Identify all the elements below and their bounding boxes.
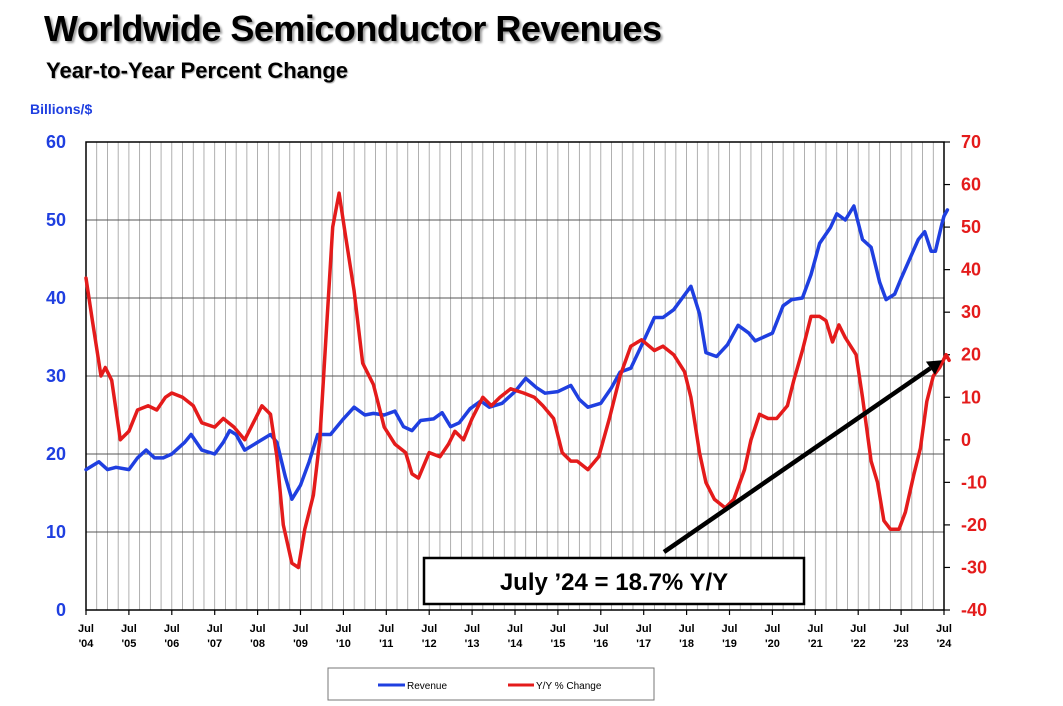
x-tick-month: Jul — [250, 623, 266, 635]
gridlines — [86, 141, 944, 611]
x-tick-month: Jul — [335, 623, 351, 635]
annotation: July ’24 = 18.7% Y/Y — [422, 360, 942, 606]
x-tick-year: '08 — [250, 638, 265, 650]
annotation-text: July ’24 = 18.7% Y/Y — [500, 569, 728, 596]
y-right-tick-label: 50 — [961, 217, 981, 237]
left-axis: 0 10 20 30 40 50 60 — [46, 132, 66, 620]
x-tick-month: Jul — [378, 623, 394, 635]
annotation-arrow — [662, 366, 932, 554]
x-tick-month: Jul — [164, 623, 180, 635]
y-right-tick-label: 30 — [961, 302, 981, 322]
chart-title: Worldwide Semiconductor Revenues — [44, 8, 662, 49]
y-right-tick-label: -20 — [961, 515, 987, 535]
x-tick-year: '05 — [121, 638, 136, 650]
x-tick-year: '21 — [808, 638, 823, 650]
revenue-series-line — [84, 204, 950, 501]
x-tick-month: Jul — [893, 623, 909, 635]
y-right-tick-label: -40 — [961, 600, 987, 620]
annotation-box — [422, 556, 806, 606]
x-tick-year: '11 — [379, 638, 393, 650]
annotation-arrow-head — [925, 360, 942, 375]
x-tick-year: '16 — [593, 638, 608, 650]
y-left-tick-label: 40 — [46, 288, 66, 308]
x-tick-year: '07 — [207, 638, 222, 650]
legend: Revenue Y/Y % Change — [327, 667, 655, 701]
x-tick-month: Jul — [207, 623, 223, 635]
y-left-tick-label: 60 — [46, 132, 66, 152]
y-left-tick-label: 10 — [46, 522, 66, 542]
x-tick-year: '15 — [550, 638, 565, 650]
y-right-tick-label: 0 — [961, 430, 971, 450]
x-tick-year: '04 — [79, 638, 95, 650]
x-tick-month: Jul — [593, 623, 609, 635]
x-tick-month: Jul — [507, 623, 523, 635]
y-right-tick-label: 70 — [961, 132, 981, 152]
y-left-tick-label: 30 — [46, 366, 66, 386]
x-tick-year: '20 — [765, 638, 780, 650]
x-tick-month: Jul — [722, 623, 738, 635]
x-tick-year: '06 — [164, 638, 179, 650]
legend-yoy-label: Y/Y % Change — [536, 681, 602, 692]
x-tick-year: '13 — [465, 638, 480, 650]
x-tick-year: '22 — [851, 638, 866, 650]
chart-subtitle: Year-to-Year Percent Change — [46, 58, 349, 83]
legend-box — [327, 667, 655, 701]
x-tick-month: Jul — [293, 623, 309, 635]
x-tick-month: Jul — [850, 623, 866, 635]
x-tick-month: Jul — [764, 623, 780, 635]
x-axis: Jul '04 Jul '05 Jul '06 Jul '07 Jul '08 Jul '09 Jul '… — [78, 610, 952, 650]
y-right-tick-label: 20 — [961, 345, 981, 365]
x-tick-year: '17 — [636, 638, 651, 650]
y-left-axis-title: Billions/$ — [30, 101, 92, 117]
x-tick-month: Jul — [78, 623, 94, 635]
y-left-tick-label: 20 — [46, 444, 66, 464]
x-tick-month: Jul — [464, 623, 480, 635]
y-left-tick-label: 50 — [46, 210, 66, 230]
legend-revenue-label: Revenue — [407, 681, 447, 692]
y-left-tick-label: 0 — [56, 600, 66, 620]
y-right-tick-label: -10 — [961, 472, 987, 492]
yoy-change-series-line — [84, 191, 951, 570]
y-right-tick-label: 60 — [961, 175, 981, 195]
x-tick-month: Jul — [550, 623, 566, 635]
x-tick-year: '14 — [508, 638, 524, 650]
x-tick-year: '09 — [293, 638, 308, 650]
x-tick-year: '10 — [336, 638, 351, 650]
x-tick-year: '23 — [894, 638, 909, 650]
y-right-tick-label: 40 — [961, 260, 981, 280]
x-tick-year: '12 — [422, 638, 437, 650]
x-tick-month: Jul — [936, 623, 952, 635]
x-tick-year: '24 — [937, 638, 953, 650]
x-tick-month: Jul — [679, 623, 695, 635]
y-right-tick-label: -30 — [961, 557, 987, 577]
right-axis: -40 -30 -20 -10 0 10 20 30 40 50 60 70 — [944, 132, 987, 620]
x-tick-year: '19 — [722, 638, 737, 650]
x-tick-year: '18 — [679, 638, 694, 650]
x-tick-month: Jul — [121, 623, 137, 635]
x-tick-month: Jul — [421, 623, 437, 635]
y-right-tick-label: 10 — [961, 387, 981, 407]
x-tick-month: Jul — [636, 623, 652, 635]
series-layer — [84, 191, 951, 570]
x-tick-month: Jul — [807, 623, 823, 635]
